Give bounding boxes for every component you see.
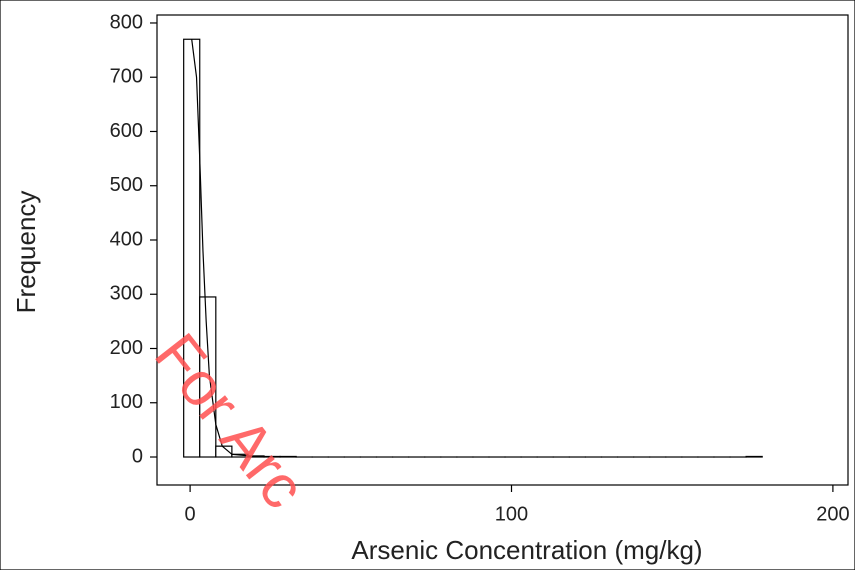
y-tick-label: 800 — [110, 11, 143, 33]
y-tick-label: 300 — [110, 283, 143, 305]
x-axis-label: Arsenic Concentration (mg/kg) — [351, 535, 702, 565]
y-tick-label: 600 — [110, 120, 143, 142]
y-axis-label: Frequency — [11, 191, 41, 314]
x-tick-label: 0 — [185, 503, 196, 525]
y-tick-label: 0 — [132, 445, 143, 467]
bar — [745, 455, 763, 458]
y-tick-label: 500 — [110, 174, 143, 196]
y-tick-label: 400 — [110, 228, 143, 250]
bar — [199, 296, 217, 458]
plot-frame — [156, 14, 849, 486]
x-tick-label: 200 — [816, 503, 849, 525]
bar — [215, 445, 233, 458]
y-tick-label: 700 — [110, 66, 143, 88]
y-tick-label: 100 — [110, 391, 143, 413]
x-tick-label: 100 — [495, 503, 528, 525]
y-tick-label: 200 — [110, 337, 143, 359]
density-curve — [191, 39, 255, 458]
